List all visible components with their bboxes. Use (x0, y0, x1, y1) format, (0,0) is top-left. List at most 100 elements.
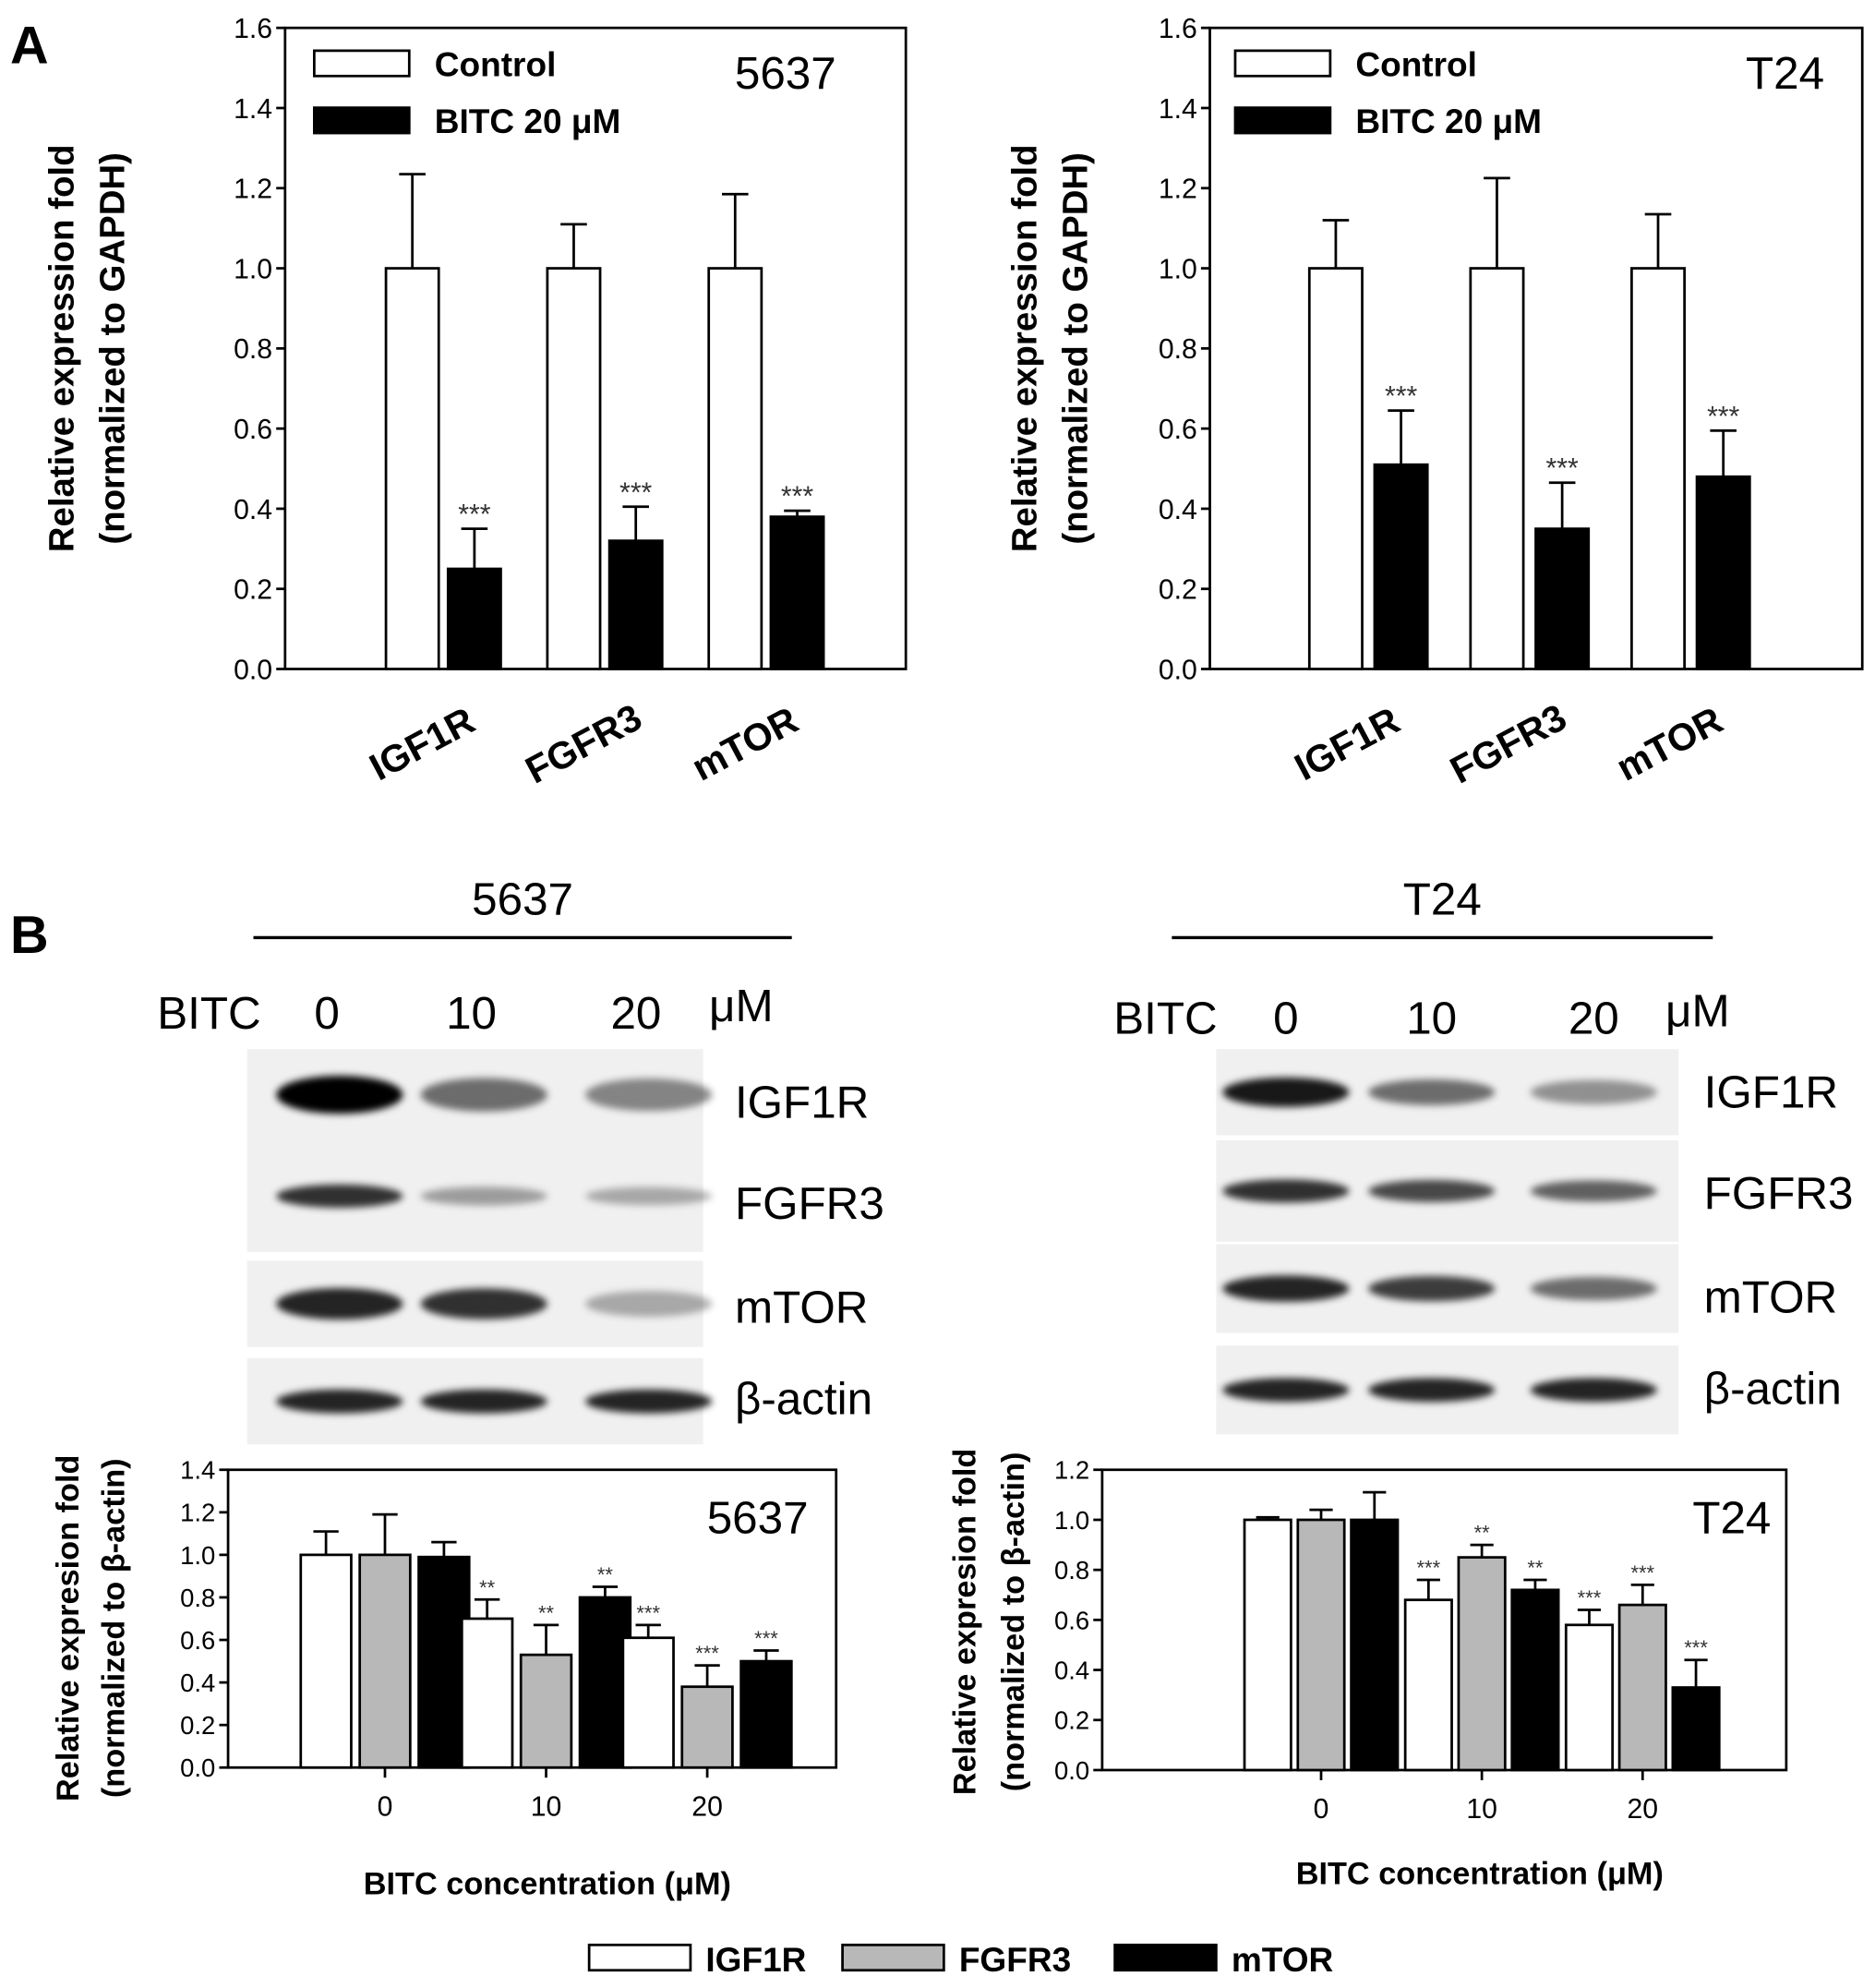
western-blot-5637: 5637 BITC 0 10 20 μM IGF1R FGFR3 mTOR β-actin (157, 874, 884, 1445)
significance-label: ** (538, 1601, 555, 1624)
bar-igf1r (299, 1553, 353, 1769)
chart-qpcr-5637: 0.0 0.2 0.4 0.6 0.8 1.0 1.2 1.4 1.6 Relative expr… (42, 14, 907, 791)
cell-line-label: T24 (1692, 1492, 1771, 1543)
protein-band (276, 1184, 403, 1208)
y-tick-label: 0.2 (234, 575, 272, 606)
y-tick-label: 1.2 (1159, 175, 1197, 205)
protein-band (1222, 1179, 1350, 1203)
y-tick-label: 1.0 (1159, 254, 1197, 284)
y-tick-label: 1.6 (234, 14, 272, 44)
y-axis-label: Relative expresion fold (948, 1449, 983, 1795)
y-axis-label: Relative expression fold (42, 144, 82, 552)
significance-label: *** (695, 1642, 719, 1665)
legend-label: mTOR (1232, 1940, 1333, 1979)
bar-fgfr3 (519, 1653, 573, 1769)
y-tick-label: 1.0 (180, 1541, 215, 1570)
legend-swatch (1113, 1943, 1218, 1972)
legend-swatch (1233, 49, 1332, 78)
protein-band (276, 1076, 403, 1114)
cell-line-label: T24 (1746, 48, 1824, 99)
x-tick-label: 0 (1314, 1794, 1329, 1825)
bar-bitc-20-m (1695, 475, 1751, 670)
significance-label: ** (597, 1563, 614, 1586)
unit-label: μM (709, 981, 774, 1031)
protein-band (1368, 1275, 1496, 1302)
dose-label: 10 (446, 988, 497, 1039)
bar-mtor (1510, 1588, 1560, 1772)
y-tick-label: 0.8 (234, 334, 272, 365)
western-blot-t24: T24 BITC 0 10 20 μM IGF1R FGFR3 mTOR β-actin (1113, 874, 1854, 1435)
y-tick-label: 0.2 (1054, 1706, 1089, 1735)
legend-swatch (312, 106, 411, 135)
legend-swatch (841, 1943, 945, 1972)
y-tick-label: 0.2 (1159, 575, 1197, 606)
y-axis-label: (normalized to GAPDH) (93, 152, 133, 545)
dose-label: 0 (314, 988, 339, 1039)
bar-mtor (1350, 1518, 1400, 1772)
x-tick-label: 10 (531, 1791, 562, 1822)
legend-label: BITC 20 μM (435, 102, 621, 140)
legend-label: Control (1355, 44, 1477, 83)
significance-label: *** (1630, 1561, 1654, 1584)
significance-label: *** (1707, 402, 1739, 432)
protein-band (1368, 1078, 1496, 1105)
protein-label: β-actin (735, 1373, 872, 1424)
protein-band (420, 1389, 547, 1414)
unit-label: μM (1665, 985, 1730, 1036)
protein-band (276, 1389, 403, 1414)
bar-fgfr3 (680, 1685, 734, 1769)
treatment-label: BITC (1113, 994, 1217, 1044)
protein-band (1368, 1378, 1496, 1403)
bar-igf1r (1243, 1518, 1292, 1772)
blot-cell-line-label: 5637 (472, 874, 573, 925)
protein-label: IGF1R (735, 1077, 869, 1127)
protein-band (1530, 1079, 1657, 1105)
x-tick-label: 0 (378, 1791, 393, 1822)
legend-label: FGFR3 (959, 1940, 1071, 1979)
bottom-legend: IGF1R FGFR3 mTOR (587, 1940, 1333, 1979)
protein-label: β-actin (1704, 1363, 1842, 1414)
bar-control (546, 267, 602, 670)
dose-label: 10 (1406, 994, 1457, 1044)
y-tick-label: 0.4 (1159, 495, 1197, 525)
protein-band (1530, 1378, 1657, 1403)
x-tick-label: 20 (1627, 1794, 1658, 1825)
legend-swatch (1233, 106, 1332, 135)
protein-band (1222, 1275, 1350, 1302)
protein-band (1222, 1378, 1350, 1403)
bar-control (1630, 267, 1687, 670)
y-tick-label: 1.4 (180, 1456, 215, 1485)
y-axis-label: (normalized to β-actin) (97, 1458, 132, 1798)
bar-igf1r (621, 1636, 675, 1769)
protein-band (585, 1389, 713, 1414)
protein-label: IGF1R (1704, 1066, 1838, 1117)
protein-band (420, 1078, 547, 1112)
bar-bitc-20-m (607, 539, 664, 670)
y-tick-label: 0.8 (180, 1584, 215, 1612)
x-category-label: IGF1R (1288, 699, 1407, 789)
y-axis-label: (normalized to GAPDH) (1055, 152, 1095, 545)
significance-label: ** (479, 1576, 496, 1599)
y-tick-label: 0.6 (1159, 415, 1197, 445)
protein-band (585, 1187, 713, 1206)
dose-label: 0 (1273, 994, 1298, 1044)
treatment-label: BITC (157, 988, 260, 1039)
significance-label: *** (458, 500, 490, 530)
chart-wb-t24: 0.0 0.2 0.4 0.6 0.8 1.0 1.2 Relative expresion … (948, 1449, 1788, 1891)
legend-swatch (312, 49, 411, 78)
y-axis-label: Relative expression fold (1005, 144, 1045, 552)
significance-label: *** (1578, 1586, 1602, 1609)
bar-fgfr3 (358, 1553, 412, 1769)
x-category-label: FGFR3 (1443, 696, 1573, 792)
panel-label-a: A (10, 17, 49, 76)
bar-igf1r (1403, 1598, 1453, 1772)
protein-band (1530, 1276, 1657, 1301)
y-tick-label: 1.4 (1159, 94, 1197, 125)
significance-label: *** (636, 1601, 660, 1624)
chart-wb-5637: 0.0 0.2 0.4 0.6 0.8 1.0 1.2 1.4 Relative expresi… (51, 1455, 838, 1901)
bar-control (384, 267, 440, 670)
bar-control (1469, 267, 1525, 670)
y-tick-label: 0.0 (1054, 1756, 1089, 1785)
significance-label: *** (619, 477, 652, 508)
bar-bitc-20-m (769, 515, 825, 670)
